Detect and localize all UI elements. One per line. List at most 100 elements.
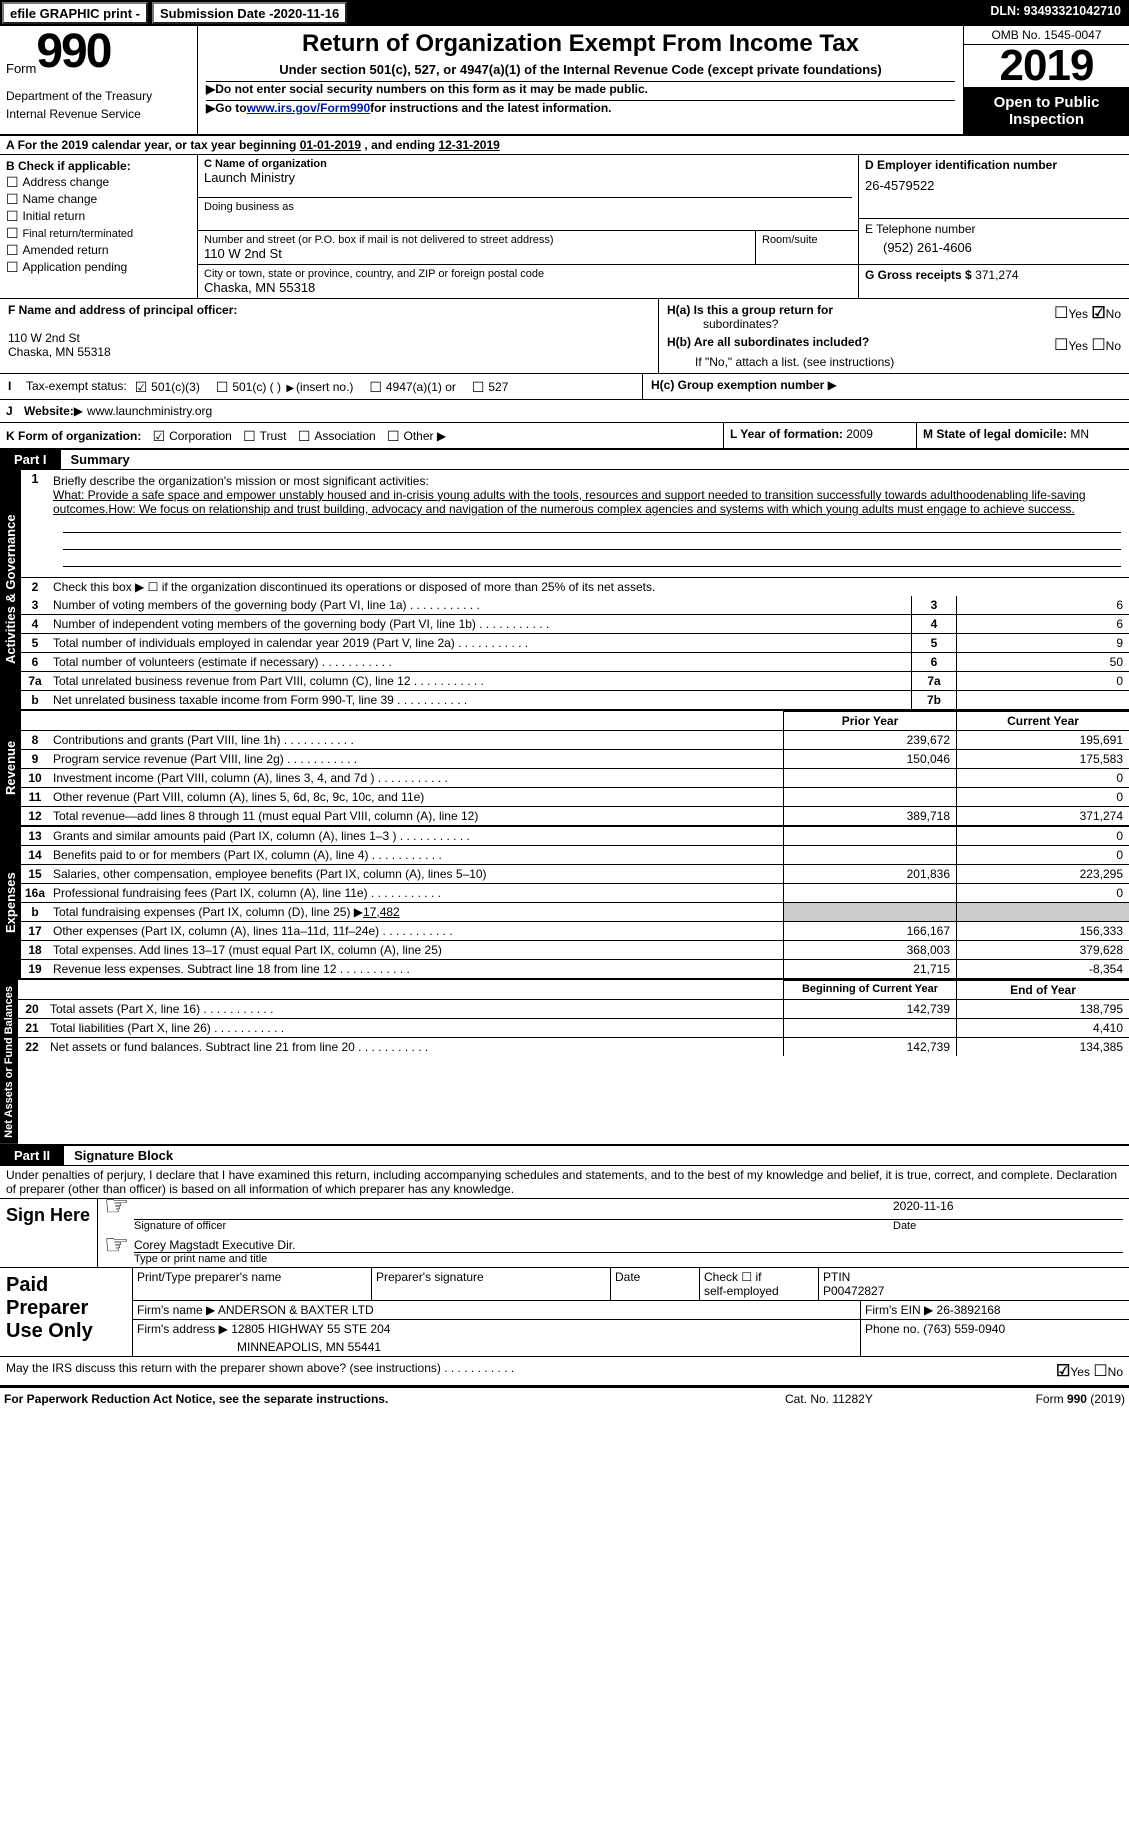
discuss-question: May the IRS discuss this return with the… bbox=[6, 1361, 1056, 1381]
dln-value: 93493321042710 bbox=[1024, 4, 1121, 18]
insp-line1: Open to Public bbox=[966, 94, 1127, 111]
org-city: Chaska, MN 55318 bbox=[204, 280, 852, 295]
line7a-value: 0 bbox=[956, 672, 1129, 690]
line1-label: Briefly describe the organization's miss… bbox=[53, 474, 429, 488]
tab-net-assets: Net Assets or Fund Balances bbox=[0, 980, 18, 1144]
line9-text: Program service revenue (Part VIII, line… bbox=[53, 750, 783, 768]
chk-501c3[interactable] bbox=[135, 380, 151, 394]
line11-curr: 0 bbox=[956, 788, 1129, 806]
line19-prior: 21,715 bbox=[783, 960, 956, 978]
line10-text: Investment income (Part VIII, column (A)… bbox=[53, 769, 783, 787]
form-title: Return of Organization Exempt From Incom… bbox=[206, 30, 955, 58]
opt-501c-insert: (insert no.) bbox=[296, 380, 353, 394]
dept-irs: Internal Revenue Service bbox=[6, 107, 191, 121]
hb-yes[interactable]: Yes bbox=[1068, 339, 1088, 353]
dba-label: Doing business as bbox=[204, 201, 852, 213]
opt-corporation: Corporation bbox=[169, 429, 232, 443]
line18-text: Total expenses. Add lines 13–17 (must eq… bbox=[53, 941, 783, 959]
b-label: B Check if applicable: bbox=[6, 159, 131, 173]
officer-name: Corey Magstadt Executive Dir. bbox=[134, 1238, 1123, 1253]
phone-label: E Telephone number bbox=[865, 222, 1123, 236]
form-id-block: Form990 Department of the Treasury Inter… bbox=[0, 26, 198, 134]
line12-prior: 389,718 bbox=[783, 807, 956, 825]
line9-curr: 175,583 bbox=[956, 750, 1129, 768]
blank-line-2 bbox=[63, 535, 1121, 550]
domicile-label: M State of legal domicile: bbox=[923, 427, 1070, 441]
chk-initial-return[interactable]: Initial return bbox=[6, 207, 191, 224]
opt-other: Other bbox=[403, 429, 433, 443]
line3-value: 6 bbox=[956, 596, 1129, 614]
discuss-yes[interactable]: Yes bbox=[1070, 1365, 1090, 1379]
tab-expenses: Expenses bbox=[0, 827, 21, 978]
opt-501c3: 501(c)(3) bbox=[151, 380, 200, 394]
chk-name-change[interactable]: Name change bbox=[6, 190, 191, 207]
line13-text: Grants and similar amounts paid (Part IX… bbox=[53, 827, 783, 845]
gross-receipts-label: G Gross receipts $ bbox=[865, 268, 975, 282]
line3-text: Number of voting members of the governin… bbox=[53, 596, 911, 614]
chk-501c[interactable] bbox=[216, 380, 232, 394]
website-label: Website: bbox=[24, 404, 74, 418]
discuss-no[interactable]: No bbox=[1108, 1365, 1123, 1379]
opt-501c: 501(c) ( ) bbox=[232, 380, 281, 394]
ha-sub: subordinates? bbox=[667, 317, 1054, 331]
line19-text: Revenue less expenses. Subtract line 18 … bbox=[53, 960, 783, 978]
sig-date-label: Date bbox=[887, 1220, 1123, 1232]
form-org-label: K Form of organization: bbox=[6, 429, 141, 443]
line10-prior bbox=[783, 769, 956, 787]
chk-final-return[interactable]: Final return/terminated bbox=[6, 224, 191, 241]
row-a: A For the 2019 calendar year, or tax yea… bbox=[0, 136, 1129, 155]
signature-date: 2020-11-16 bbox=[887, 1199, 1123, 1220]
subdate-label: Submission Date - bbox=[160, 6, 273, 21]
hb-note: If "No," attach a list. (see instruction… bbox=[659, 355, 1129, 373]
type-print-label: Type or print name and title bbox=[134, 1253, 1123, 1265]
efile-print-button[interactable]: efile GRAPHIC print - bbox=[2, 2, 148, 24]
line14-prior bbox=[783, 846, 956, 864]
line22-text: Net assets or fund balances. Subtract li… bbox=[50, 1038, 783, 1056]
line16b-curr-shaded bbox=[956, 903, 1129, 921]
hb-no[interactable]: No bbox=[1106, 339, 1121, 353]
chk-527[interactable] bbox=[472, 380, 488, 394]
firm-addr1: 12805 HIGHWAY 55 STE 204 bbox=[231, 1322, 390, 1336]
prep-selfemp-a: Check ☐ if bbox=[704, 1270, 814, 1284]
opt-527: 527 bbox=[488, 380, 508, 394]
officer-addr2: Chaska, MN 55318 bbox=[8, 345, 650, 359]
line21-text: Total liabilities (Part X, line 26) bbox=[50, 1019, 783, 1037]
line19-curr: -8,354 bbox=[956, 960, 1129, 978]
line18-prior: 368,003 bbox=[783, 941, 956, 959]
chk-application-pending[interactable]: Application pending bbox=[6, 258, 191, 275]
gross-receipts-value: 371,274 bbox=[975, 268, 1018, 282]
dept-treasury: Department of the Treasury bbox=[6, 89, 191, 103]
line4-value: 6 bbox=[956, 615, 1129, 633]
blank-line-3 bbox=[63, 552, 1121, 567]
officer-signature-field[interactable] bbox=[134, 1199, 887, 1220]
website-value[interactable]: www.launchministry.org bbox=[83, 404, 212, 418]
line7a-text: Total unrelated business revenue from Pa… bbox=[53, 672, 911, 690]
line11-prior bbox=[783, 788, 956, 806]
form-number: 990 bbox=[36, 25, 110, 78]
opt-association: Association bbox=[314, 429, 375, 443]
line10-curr: 0 bbox=[956, 769, 1129, 787]
chk-other[interactable] bbox=[379, 429, 403, 443]
ein-value: 26-4579522 bbox=[865, 172, 1123, 193]
submission-date-button[interactable]: Submission Date - 2020-11-16 bbox=[152, 2, 347, 24]
room-label: Room/suite bbox=[762, 234, 852, 246]
ha-yes[interactable]: Yes bbox=[1068, 307, 1088, 321]
chk-amended-return[interactable]: Amended return bbox=[6, 241, 191, 258]
chk-association[interactable] bbox=[290, 429, 314, 443]
dln-label: DLN: bbox=[990, 4, 1023, 18]
chk-corporation[interactable] bbox=[145, 429, 169, 443]
chk-trust[interactable] bbox=[235, 429, 259, 443]
ptin-value: P00472827 bbox=[823, 1284, 1125, 1298]
form990-link[interactable]: www.irs.gov/Form990 bbox=[247, 101, 371, 115]
line4-text: Number of independent voting members of … bbox=[53, 615, 911, 633]
firm-name: ANDERSON & BAXTER LTD bbox=[218, 1303, 374, 1317]
line6-text: Total number of volunteers (estimate if … bbox=[53, 653, 911, 671]
firm-ein: 26-3892168 bbox=[937, 1303, 1001, 1317]
ha-no[interactable]: No bbox=[1106, 307, 1121, 321]
line6-value: 50 bbox=[956, 653, 1129, 671]
line16a-prior bbox=[783, 884, 956, 902]
chk-4947[interactable] bbox=[369, 380, 385, 394]
line12-curr: 371,274 bbox=[956, 807, 1129, 825]
chk-address-change[interactable]: Address change bbox=[6, 173, 191, 190]
goto-line: Go to www.irs.gov/Form990 for instructio… bbox=[206, 100, 955, 115]
